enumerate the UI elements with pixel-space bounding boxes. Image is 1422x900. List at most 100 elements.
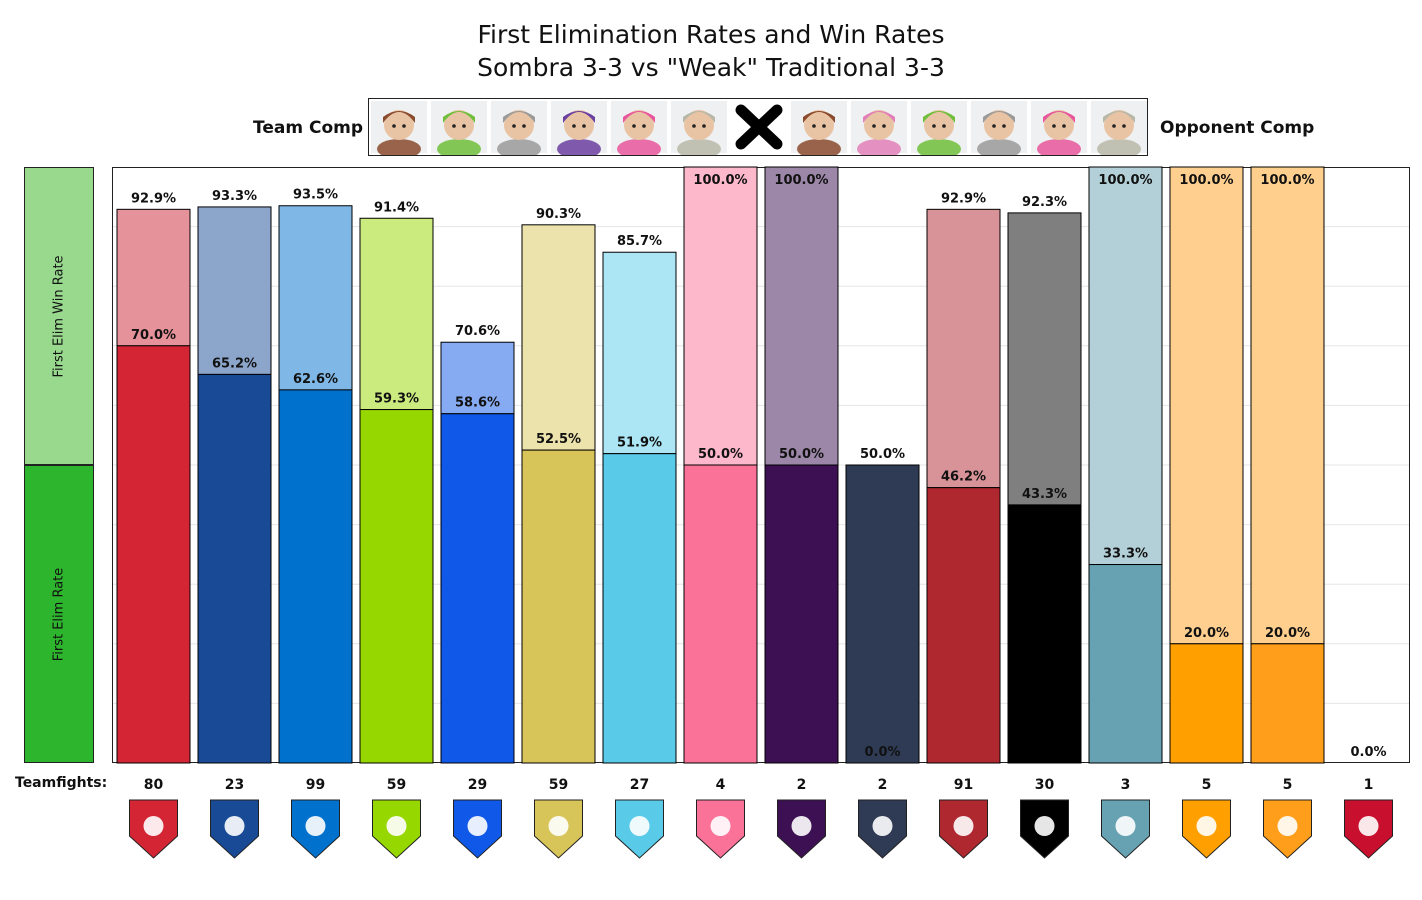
win-rate-label: 100.0% xyxy=(1179,173,1233,188)
first-elim-rate-label: 0.0% xyxy=(1350,745,1386,760)
win-rate-label: 93.3% xyxy=(212,189,257,204)
florida-mayhem-logo xyxy=(939,799,988,859)
win-rate-label: 100.0% xyxy=(693,173,747,188)
first-elim-rate-bar xyxy=(1169,643,1244,764)
first-elim-rate-label: 59.3% xyxy=(374,392,419,407)
win-rate-bar xyxy=(116,208,191,347)
win-rate-bar xyxy=(359,217,434,411)
brigitte-icon xyxy=(371,101,427,159)
teamfight-count: 80 xyxy=(144,777,164,793)
hangzhou-spark-logo xyxy=(696,799,745,859)
opponent-comp-label: Opponent Comp xyxy=(1160,118,1315,138)
brigitte-icon xyxy=(791,101,847,159)
new-york-excelsior-logo xyxy=(210,799,259,859)
first-elim-rate-bar xyxy=(845,464,920,764)
win-rate-bar xyxy=(764,166,839,466)
first-elim-rate-label: 50.0% xyxy=(860,447,905,462)
win-rate-label: 91.4% xyxy=(374,200,419,215)
first-elim-rate-bar xyxy=(278,389,353,764)
team-comp-label: Team Comp xyxy=(253,118,364,138)
lucio-icon xyxy=(911,101,967,159)
first-elim-rate-label: 50.0% xyxy=(779,447,824,462)
teamfights-label: Teamfights: xyxy=(15,775,108,791)
win-rate-bar xyxy=(440,341,515,415)
teamfight-count: 5 xyxy=(1202,777,1212,793)
chart-subtitle: Sombra 3-3 vs "Weak" Traditional 3-3 xyxy=(477,53,945,82)
win-rate-bar xyxy=(683,166,758,466)
teamfight-count: 4 xyxy=(716,777,726,793)
win-rate-label: 92.9% xyxy=(941,191,986,206)
zenyatta-icon xyxy=(671,101,727,159)
paris-eternal-logo xyxy=(858,799,907,859)
first-elim-rate-bar xyxy=(602,453,677,764)
chart-title: First Elimination Rates and Win Rates xyxy=(477,20,945,49)
first-elim-rate-bar xyxy=(1007,504,1082,764)
first-elim-rate-label: 70.0% xyxy=(131,328,176,343)
dallas-fuel-logo xyxy=(291,799,340,859)
win-rate-bar xyxy=(1250,166,1325,645)
first-elim-rate-bar xyxy=(1250,643,1325,764)
legend-first-elim-rate: First Elim Rate xyxy=(24,465,94,763)
first-elim-rate-label: 43.3% xyxy=(1022,487,1067,502)
win-rate-bar xyxy=(602,251,677,455)
houston-outlaws-logo xyxy=(372,799,421,859)
first-elim-rate-bar xyxy=(926,487,1001,764)
teamfight-count: 27 xyxy=(630,777,649,793)
first-elim-rate-bar xyxy=(440,413,515,764)
first-elim-rate-label: 58.6% xyxy=(455,396,500,411)
first-elim-rate-label: 20.0% xyxy=(1265,626,1310,641)
win-rate-bar xyxy=(278,205,353,391)
teamfight-count: 59 xyxy=(387,777,406,793)
seoul-dynasty-logo xyxy=(534,799,583,859)
win-rate-bar xyxy=(197,206,272,375)
boston-uprising-logo xyxy=(453,799,502,859)
chengdu-hunters-logo xyxy=(1182,799,1231,859)
teamfight-count: 91 xyxy=(954,777,973,793)
win-rate-label: 100.0% xyxy=(1260,173,1314,188)
philadelphia-fusion-logo xyxy=(1263,799,1312,859)
x-icon xyxy=(735,104,783,150)
los-angeles-gladiators-logo xyxy=(777,799,826,859)
zarya-icon xyxy=(1031,101,1087,159)
win-rate-label: 93.5% xyxy=(293,188,338,203)
win-rate-bar xyxy=(521,224,596,451)
zarya-icon xyxy=(611,101,667,159)
teamfight-count: 29 xyxy=(468,777,487,793)
first-elim-rate-label: 46.2% xyxy=(941,470,986,485)
reinhardt-icon xyxy=(971,101,1027,159)
guangzhou-charge-logo xyxy=(1101,799,1150,859)
win-rate-bar xyxy=(1088,166,1163,566)
first-elim-rate-bar xyxy=(197,373,272,764)
win-rate-label: 92.3% xyxy=(1022,195,1067,210)
dva-icon xyxy=(851,101,907,159)
first-elim-rate-label: 50.0% xyxy=(698,447,743,462)
win-rate-label: 85.7% xyxy=(617,234,662,249)
first-elim-rate-label: 62.6% xyxy=(293,372,338,387)
win-rate-label: 0.0% xyxy=(864,745,900,760)
hero-comp-strip xyxy=(368,98,1148,159)
win-rate-label: 70.6% xyxy=(455,324,500,339)
reinhardt-icon xyxy=(491,101,547,159)
teamfight-count: 2 xyxy=(797,777,807,793)
first-elim-rate-bar xyxy=(521,449,596,764)
plot-frame xyxy=(112,167,1410,763)
win-rate-label: 92.9% xyxy=(131,191,176,206)
first-elim-rate-label: 52.5% xyxy=(536,432,581,447)
first-elim-rate-label: 20.0% xyxy=(1184,626,1229,641)
teamfight-count: 5 xyxy=(1283,777,1293,793)
teamfight-count: 59 xyxy=(549,777,568,793)
teamfight-count: 23 xyxy=(225,777,244,793)
hero-portraits xyxy=(371,101,1147,159)
win-rate-bar xyxy=(1007,212,1082,506)
first-elim-rate-label: 51.9% xyxy=(617,436,662,451)
lucio-icon xyxy=(431,101,487,159)
first-elim-rate-bar xyxy=(359,409,434,764)
atlanta-reign-logo xyxy=(1344,799,1393,859)
win-rate-label: 100.0% xyxy=(1098,173,1152,188)
london-spitfire-logo xyxy=(615,799,664,859)
win-rate-bar xyxy=(926,208,1001,489)
shanghai-dragons-logo xyxy=(129,799,178,859)
sombra-icon xyxy=(551,101,607,159)
legend-first-elim-win-rate: First Elim Win Rate xyxy=(24,167,94,465)
